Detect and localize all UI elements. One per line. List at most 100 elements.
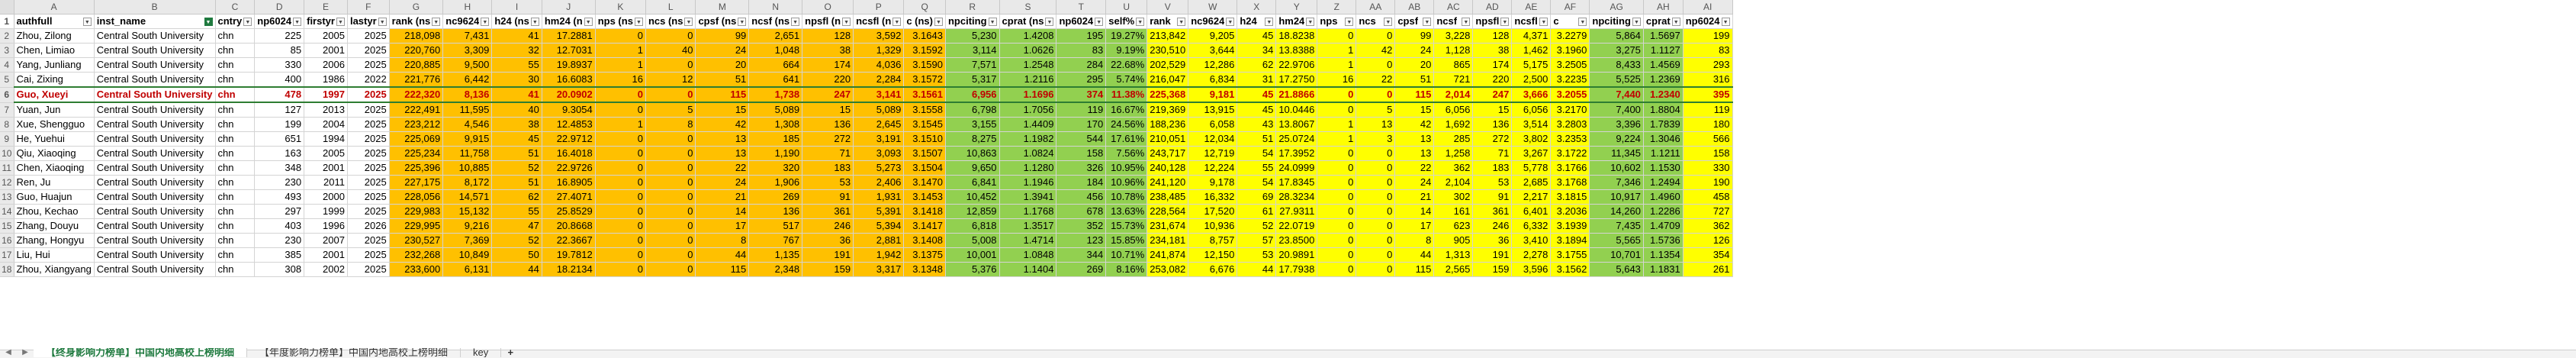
table-cell[interactable]: 0 [1317, 189, 1357, 205]
table-cell[interactable]: 40 [491, 102, 542, 118]
table-cell[interactable]: 1.1127 [1643, 43, 1684, 58]
table-cell[interactable]: 52 [1237, 218, 1277, 234]
table-cell[interactable]: 1.4714 [999, 233, 1057, 248]
table-cell[interactable]: 8.16% [1105, 262, 1148, 277]
sheet-tab[interactable]: 【年度影响力榜单】中国内地高校上榜明细 [247, 348, 461, 357]
row-number[interactable]: 13 [0, 189, 14, 205]
table-cell[interactable]: 1 [1317, 117, 1357, 132]
table-cell[interactable]: 0 [1317, 28, 1357, 44]
table-cell[interactable]: 126 [1683, 233, 1733, 248]
table-cell[interactable]: 10,863 [945, 146, 1000, 161]
table-cell[interactable]: 4,036 [853, 57, 905, 73]
table-cell[interactable]: 3.1375 [903, 247, 946, 263]
table-cell[interactable]: 36 [1472, 233, 1513, 248]
column-letter[interactable]: N [748, 0, 803, 15]
table-cell[interactable]: 3.1470 [903, 175, 946, 190]
table-cell[interactable]: 1999 [304, 204, 348, 219]
table-cell[interactable]: 0 [645, 247, 696, 263]
filter-dropdown-icon[interactable]: ▼ [791, 17, 800, 26]
table-cell[interactable]: chn [215, 247, 256, 263]
table-cell[interactable]: 53 [802, 175, 854, 190]
table-cell[interactable]: 2025 [347, 28, 390, 44]
table-cell[interactable]: 517 [748, 218, 803, 234]
table-cell[interactable]: 13.63% [1105, 204, 1148, 219]
table-cell[interactable]: 6,956 [945, 86, 1000, 103]
table-cell[interactable]: 2022 [347, 72, 390, 88]
table-cell[interactable]: 45 [491, 131, 542, 147]
table-cell[interactable]: 297 [254, 204, 305, 219]
table-cell[interactable]: 42 [1356, 43, 1396, 58]
table-cell[interactable]: chn [215, 131, 256, 147]
table-cell[interactable]: 3,802 [1511, 131, 1552, 147]
table-cell[interactable]: Central South University [94, 117, 216, 132]
table-cell[interactable]: 3,191 [853, 131, 905, 147]
table-cell[interactable]: 230,510 [1146, 43, 1189, 58]
row-number[interactable]: 3 [0, 43, 14, 58]
filter-dropdown-icon[interactable]: ▼ [243, 17, 252, 26]
column-letter[interactable]: F [347, 0, 390, 15]
filter-dropdown-icon[interactable]: ▼ [82, 17, 92, 26]
table-cell[interactable]: 721 [1433, 72, 1474, 88]
table-cell[interactable]: Zhou, Kechao [14, 204, 95, 219]
table-cell[interactable]: 24 [1394, 175, 1435, 190]
column-letter[interactable]: C [215, 0, 256, 15]
column-letter[interactable]: H [442, 0, 493, 15]
table-cell[interactable]: 3.2505 [1550, 57, 1590, 73]
table-cell[interactable]: 9,181 [1188, 86, 1238, 103]
table-cell[interactable]: 2025 [347, 131, 390, 147]
filter-dropdown-icon[interactable]: ▼ [530, 17, 539, 26]
table-cell[interactable]: 362 [1433, 160, 1474, 176]
table-cell[interactable]: 13.8067 [1275, 117, 1318, 132]
table-cell[interactable]: 3.1755 [1550, 247, 1590, 263]
table-cell[interactable]: 191 [1472, 247, 1513, 263]
row-number[interactable]: 8 [0, 117, 14, 132]
table-cell[interactable]: 2025 [347, 86, 390, 103]
table-cell[interactable]: 3,155 [945, 117, 1000, 132]
table-cell[interactable]: 51 [1237, 131, 1277, 147]
table-cell[interactable]: 2007 [304, 233, 348, 248]
column-letter[interactable]: W [1188, 0, 1238, 15]
table-cell[interactable]: 1,906 [748, 175, 803, 190]
table-cell[interactable]: 191 [802, 247, 854, 263]
column-letter[interactable]: X [1237, 0, 1277, 15]
table-cell[interactable]: 15.85% [1105, 233, 1148, 248]
table-cell[interactable]: 0 [645, 131, 696, 147]
row-number[interactable]: 17 [0, 247, 14, 263]
table-cell[interactable]: 0 [1356, 233, 1396, 248]
table-cell[interactable]: 1.7056 [999, 102, 1057, 118]
table-cell[interactable]: 2000 [304, 189, 348, 205]
table-cell[interactable]: 16 [595, 72, 646, 88]
table-cell[interactable]: 19.8937 [542, 57, 596, 73]
table-cell[interactable]: 326 [1056, 160, 1107, 176]
table-cell[interactable]: 12,034 [1188, 131, 1238, 147]
column-letter[interactable]: AE [1511, 0, 1552, 15]
table-cell[interactable]: 3.1572 [903, 72, 946, 88]
table-cell[interactable]: 1986 [304, 72, 348, 88]
row-number[interactable]: 4 [0, 57, 14, 73]
table-cell[interactable]: Cai, Zixing [14, 72, 95, 88]
row-number[interactable]: 2 [0, 28, 14, 44]
table-cell[interactable]: 3,644 [1188, 43, 1238, 58]
table-cell[interactable]: 195 [1056, 28, 1107, 44]
table-cell[interactable]: 3.2235 [1550, 72, 1590, 88]
table-cell[interactable]: 225 [254, 28, 305, 44]
table-cell[interactable]: 99 [1394, 28, 1435, 44]
table-cell[interactable]: 241,874 [1146, 247, 1189, 263]
table-cell[interactable]: 0 [1317, 262, 1357, 277]
table-cell[interactable]: 1.2369 [1643, 72, 1684, 88]
table-cell[interactable]: 5,089 [748, 102, 803, 118]
table-cell[interactable]: 10,885 [442, 160, 493, 176]
table-cell[interactable]: chn [215, 189, 256, 205]
tab-scroll-right-icon[interactable]: ▶ [22, 348, 28, 356]
table-cell[interactable]: 24.0999 [1275, 160, 1318, 176]
table-cell[interactable]: 0 [1356, 28, 1396, 44]
table-cell[interactable]: 3.1562 [1550, 262, 1590, 277]
table-cell[interactable]: 7,431 [442, 28, 493, 44]
table-cell[interactable]: Central South University [94, 247, 216, 263]
table-cell[interactable]: 6,058 [1188, 117, 1238, 132]
table-cell[interactable]: 362 [1683, 218, 1733, 234]
table-cell[interactable]: 1.2286 [1643, 204, 1684, 219]
table-cell[interactable]: 3.1939 [1550, 218, 1590, 234]
table-cell[interactable]: 1.3941 [999, 189, 1057, 205]
table-cell[interactable]: 5,089 [853, 102, 905, 118]
